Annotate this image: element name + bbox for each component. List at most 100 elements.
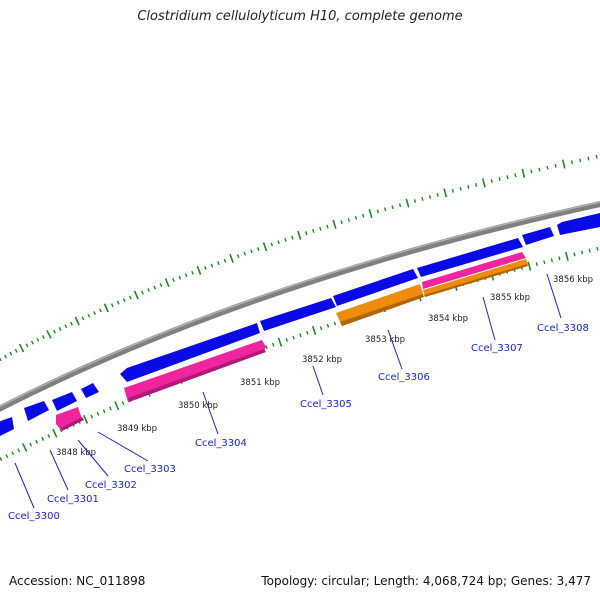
gene-feature-ccel-3305[interactable]	[260, 298, 336, 331]
gene-feature-ccel-3303[interactable]	[81, 383, 99, 398]
minor-tick	[535, 262, 538, 267]
minor-tick	[291, 235, 294, 240]
major-tick	[196, 265, 202, 275]
minor-tick	[573, 252, 576, 257]
major-tick	[482, 178, 486, 188]
gene-label-ccel-3302[interactable]: Ccel_3302	[85, 480, 137, 491]
scale-label: 3848 kbp	[56, 448, 96, 458]
minor-tick	[5, 454, 9, 459]
topology-summary-text: Topology: circular; Length: 4,068,724 bp…	[261, 574, 591, 588]
minor-tick	[362, 213, 365, 218]
minor-tick	[116, 300, 120, 305]
major-tick	[368, 209, 373, 219]
minor-tick	[0, 457, 3, 462]
gene-feature-orange-3306[interactable]	[336, 284, 424, 326]
scale-label: 3855 kbp	[490, 293, 530, 303]
gene-feature-pink-3307[interactable]	[422, 252, 526, 289]
major-tick	[82, 414, 89, 424]
major-tick	[74, 316, 80, 326]
minor-tick	[109, 406, 112, 411]
minor-tick	[236, 254, 240, 258]
minor-tick	[391, 205, 394, 210]
minor-tick	[153, 285, 157, 290]
gene-label-ccel-3306[interactable]: Ccel_3306	[378, 372, 430, 383]
minor-tick	[29, 442, 33, 447]
major-tick	[52, 428, 58, 438]
scale-label: 3849 kbp	[117, 424, 157, 434]
scale-label: 3853 kbp	[365, 335, 405, 345]
minor-tick	[354, 215, 358, 220]
gene-feature-ccel-3302[interactable]	[52, 392, 77, 411]
minor-tick	[550, 258, 553, 263]
minor-tick	[96, 411, 100, 416]
major-tick	[133, 290, 139, 300]
major-tick	[22, 443, 28, 452]
gene-label-ccel-3301[interactable]: Ccel_3301	[47, 494, 99, 505]
minor-tick	[306, 330, 309, 335]
major-tick	[103, 303, 109, 313]
minor-tick	[147, 288, 150, 292]
minor-tick	[172, 278, 175, 283]
minor-tick	[17, 448, 21, 453]
gene-label-ccel-3305[interactable]: Ccel_3305	[300, 399, 352, 410]
minor-tick	[347, 218, 351, 222]
scale-label: 3856 kbp	[553, 275, 593, 285]
minor-tick	[87, 313, 91, 318]
gene-label-ccel-3303[interactable]: Ccel_3303	[124, 464, 176, 475]
minor-tick	[467, 184, 470, 189]
minor-tick	[506, 175, 509, 180]
gene-label-ccel-3307[interactable]: Ccel_3307	[471, 343, 523, 354]
minor-tick	[384, 207, 387, 212]
minor-tick	[312, 229, 315, 233]
minor-tick	[265, 345, 268, 349]
gene-feature-ccel-3304[interactable]	[120, 323, 260, 382]
gene-label-ccel-3308[interactable]: Ccel_3308	[537, 323, 589, 334]
minor-tick	[122, 298, 126, 303]
gene-feature-ccel-3308b[interactable]	[557, 213, 600, 235]
minor-tick	[25, 343, 29, 348]
major-tick	[311, 325, 317, 335]
minor-tick	[299, 333, 302, 338]
minor-tick	[319, 226, 322, 231]
gene-feature-pink-3302[interactable]	[56, 407, 82, 430]
minor-tick	[285, 337, 289, 342]
minor-tick	[498, 177, 501, 182]
accession-text: Accession: NC_011898	[9, 574, 146, 588]
major-tick	[229, 253, 234, 263]
major-tick	[561, 159, 566, 169]
minor-tick	[530, 169, 533, 174]
reverse-strand-genes	[56, 252, 528, 431]
gene-feature-ccel-3300[interactable]	[0, 417, 14, 436]
minor-tick	[333, 321, 337, 326]
minor-tick	[102, 409, 106, 414]
gene-label-ccel-3300[interactable]: Ccel_3300	[8, 511, 60, 522]
gene-label-ccel-3304[interactable]: Ccel_3304	[195, 438, 247, 449]
major-tick	[164, 278, 170, 288]
major-tick	[443, 188, 448, 198]
minor-tick	[93, 311, 96, 316]
minor-tick	[184, 273, 188, 278]
minor-tick	[319, 326, 323, 331]
gene-feature-ccel-3306[interactable]	[333, 269, 418, 306]
minor-tick	[595, 154, 598, 159]
scale-label: 3854 kbp	[428, 314, 468, 324]
minor-tick	[270, 242, 274, 247]
gene-feature-pink-3304[interactable]	[124, 340, 266, 402]
minor-tick	[59, 428, 63, 433]
gene-feature-ccel-3308a[interactable]	[522, 227, 554, 245]
scale-label: 3850 kbp	[178, 401, 218, 411]
minor-tick	[36, 337, 40, 342]
minor-tick	[191, 270, 194, 275]
minor-tick	[223, 258, 227, 263]
minor-tick	[4, 354, 7, 359]
minor-tick	[53, 329, 56, 334]
gene-feature-ccel-3307[interactable]	[417, 238, 523, 277]
gene-labels: Ccel_3300 Ccel_3301 Ccel_3302 Ccel_3303 …	[8, 323, 589, 522]
minor-tick	[58, 327, 62, 331]
major-tick	[262, 242, 268, 252]
major-tick	[114, 401, 120, 411]
major-tick	[332, 219, 337, 229]
minor-tick	[141, 290, 144, 295]
minor-tick	[451, 188, 455, 193]
gene-feature-ccel-3301[interactable]	[24, 401, 49, 421]
